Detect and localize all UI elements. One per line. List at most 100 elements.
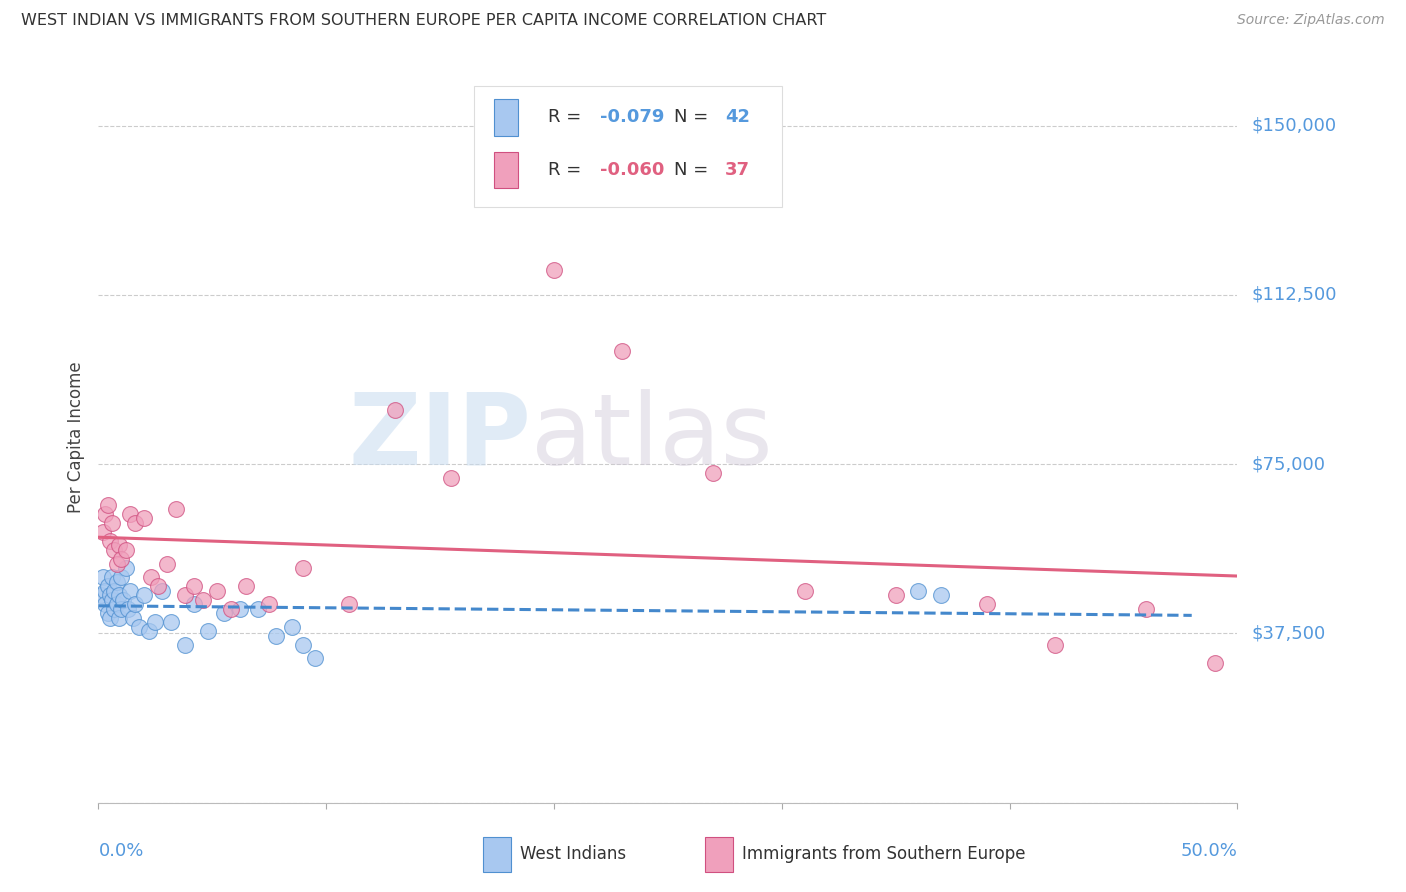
Point — [98, 588, 121, 602]
Point — [160, 615, 183, 630]
Text: $75,000: $75,000 — [1251, 455, 1326, 473]
Point — [108, 538, 131, 552]
Point — [612, 344, 634, 359]
Y-axis label: Per Capita Income: Per Capita Income — [67, 361, 86, 513]
Point — [98, 610, 121, 624]
Text: Immigrants from Southern Europe: Immigrants from Southern Europe — [742, 845, 1025, 863]
Point — [146, 579, 169, 593]
Point — [337, 597, 360, 611]
Point — [884, 588, 907, 602]
FancyBboxPatch shape — [494, 152, 517, 188]
Point — [96, 579, 118, 593]
Point — [114, 543, 136, 558]
Text: $37,500: $37,500 — [1251, 624, 1326, 642]
Point — [90, 588, 112, 602]
Point — [124, 597, 146, 611]
Point — [110, 601, 132, 615]
Text: N =: N = — [673, 109, 713, 127]
Text: $112,500: $112,500 — [1251, 285, 1337, 304]
Point — [94, 597, 117, 611]
Point — [96, 498, 118, 512]
Text: 0.0%: 0.0% — [98, 842, 143, 860]
Point — [235, 579, 257, 593]
Point — [91, 524, 114, 539]
Point — [384, 403, 406, 417]
Point — [292, 561, 315, 575]
Point — [114, 561, 136, 575]
Point — [907, 583, 929, 598]
Point — [132, 511, 155, 525]
Point — [183, 597, 205, 611]
Point — [101, 592, 124, 607]
Point — [150, 583, 173, 598]
Point — [120, 583, 142, 598]
Point — [197, 624, 219, 639]
Point — [105, 597, 128, 611]
Text: atlas: atlas — [531, 389, 773, 485]
Point — [112, 592, 135, 607]
Point — [101, 516, 124, 530]
Point — [91, 570, 114, 584]
Point — [228, 601, 250, 615]
Point — [98, 533, 121, 548]
Text: ZIP: ZIP — [349, 389, 531, 485]
Point — [103, 583, 125, 598]
Point — [702, 466, 724, 480]
Point — [110, 570, 132, 584]
Point — [94, 583, 117, 598]
Text: R =: R = — [548, 161, 588, 179]
Point — [110, 552, 132, 566]
Point — [105, 557, 128, 571]
Point — [440, 471, 463, 485]
Text: West Indians: West Indians — [520, 845, 626, 863]
Point — [543, 263, 565, 277]
Point — [1204, 656, 1226, 670]
FancyBboxPatch shape — [474, 86, 782, 207]
FancyBboxPatch shape — [494, 99, 517, 136]
Point — [292, 638, 315, 652]
Point — [94, 507, 117, 521]
Point — [124, 516, 146, 530]
Point — [264, 629, 287, 643]
Point — [101, 570, 124, 584]
Point — [174, 638, 197, 652]
Point — [212, 606, 235, 620]
Text: N =: N = — [673, 161, 713, 179]
Point — [1043, 638, 1066, 652]
Point — [193, 592, 215, 607]
Point — [259, 597, 281, 611]
Text: R =: R = — [548, 109, 588, 127]
Point — [145, 615, 167, 630]
Point — [174, 588, 197, 602]
Point — [1135, 601, 1157, 615]
Point — [156, 557, 179, 571]
Point — [793, 583, 815, 598]
Point — [929, 588, 952, 602]
Point — [105, 574, 128, 589]
FancyBboxPatch shape — [484, 838, 510, 872]
Point — [976, 597, 998, 611]
Point — [128, 620, 150, 634]
Point — [281, 620, 304, 634]
Text: Source: ZipAtlas.com: Source: ZipAtlas.com — [1237, 13, 1385, 28]
Text: 37: 37 — [725, 161, 749, 179]
Text: $150,000: $150,000 — [1251, 117, 1336, 135]
Point — [205, 583, 228, 598]
Point — [108, 588, 131, 602]
FancyBboxPatch shape — [706, 838, 733, 872]
Point — [121, 610, 143, 624]
Text: -0.079: -0.079 — [599, 109, 664, 127]
Point — [138, 624, 160, 639]
Text: 50.0%: 50.0% — [1181, 842, 1237, 860]
Point — [117, 601, 139, 615]
Point — [103, 543, 125, 558]
Point — [165, 502, 187, 516]
Point — [103, 601, 125, 615]
Text: 42: 42 — [725, 109, 749, 127]
Text: -0.060: -0.060 — [599, 161, 664, 179]
Text: WEST INDIAN VS IMMIGRANTS FROM SOUTHERN EUROPE PER CAPITA INCOME CORRELATION CHA: WEST INDIAN VS IMMIGRANTS FROM SOUTHERN … — [21, 13, 827, 29]
Point — [120, 507, 142, 521]
Point — [96, 606, 118, 620]
Point — [108, 610, 131, 624]
Point — [304, 651, 326, 665]
